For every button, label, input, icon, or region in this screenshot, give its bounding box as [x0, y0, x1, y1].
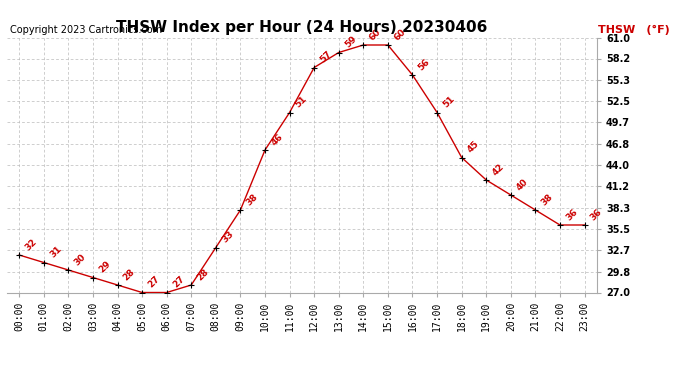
- Text: 27: 27: [171, 274, 186, 290]
- Text: 31: 31: [48, 244, 63, 260]
- Text: 38: 38: [244, 192, 260, 207]
- Text: 28: 28: [121, 267, 137, 282]
- Text: 32: 32: [23, 237, 39, 252]
- Text: 40: 40: [515, 177, 530, 192]
- Text: Copyright 2023 Cartronics.com: Copyright 2023 Cartronics.com: [10, 25, 162, 35]
- Text: 57: 57: [318, 50, 334, 65]
- Text: 28: 28: [195, 267, 210, 282]
- Text: 30: 30: [72, 252, 88, 267]
- Text: 46: 46: [269, 132, 284, 147]
- Text: 51: 51: [441, 94, 457, 110]
- Text: 38: 38: [540, 192, 555, 207]
- Text: 36: 36: [589, 207, 604, 222]
- Text: 42: 42: [491, 162, 506, 177]
- Text: 33: 33: [220, 230, 235, 245]
- Text: 60: 60: [368, 27, 383, 42]
- Text: THSW (°F): THSW (°F): [598, 25, 670, 35]
- Text: 36: 36: [564, 207, 580, 222]
- Text: 27: 27: [146, 274, 161, 290]
- Text: 45: 45: [466, 140, 481, 155]
- Title: THSW Index per Hour (24 Hours) 20230406: THSW Index per Hour (24 Hours) 20230406: [116, 20, 488, 35]
- Text: 51: 51: [294, 94, 309, 110]
- Text: 60: 60: [392, 27, 407, 42]
- Text: 29: 29: [97, 260, 112, 275]
- Text: 56: 56: [417, 57, 432, 72]
- Text: 59: 59: [343, 34, 358, 50]
